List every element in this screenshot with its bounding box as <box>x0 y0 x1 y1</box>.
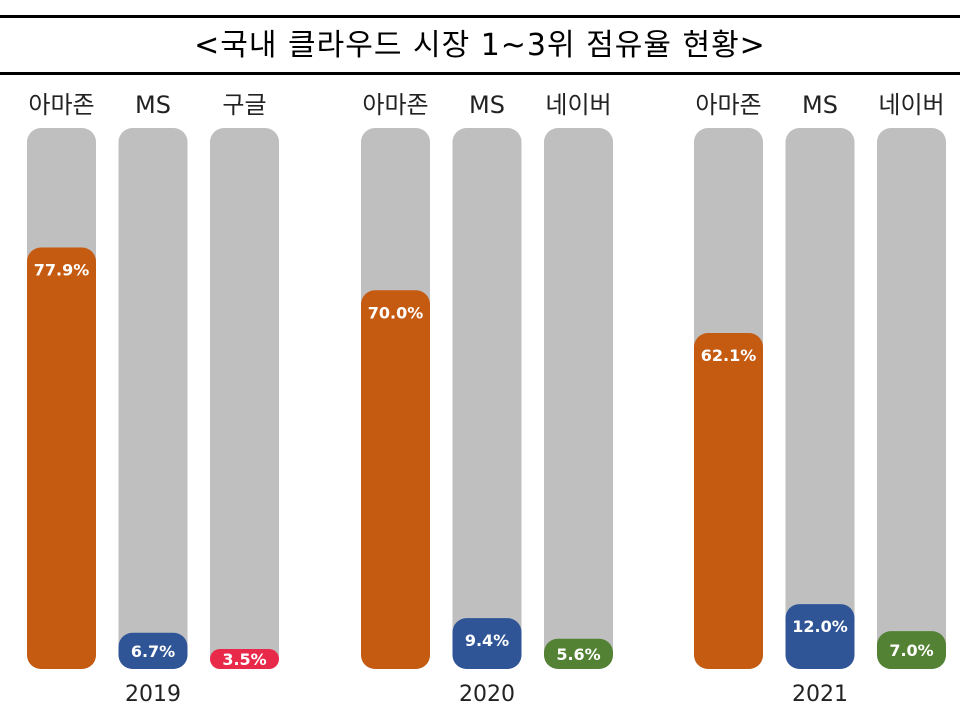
value-label: 77.9% <box>34 261 90 280</box>
chart-title: <국내 클라우드 시장 1~3위 점유율 현황> <box>194 28 766 63</box>
category-label: 아마존 <box>362 91 428 119</box>
category-label: MS <box>469 91 505 119</box>
value-label: 70.0% <box>368 303 424 322</box>
bar <box>27 247 96 669</box>
category-label: MS <box>802 91 838 119</box>
bar <box>118 632 188 669</box>
bar-track <box>118 128 188 669</box>
bar <box>785 604 855 669</box>
category-label: 구글 <box>222 91 266 119</box>
category-label: 아마존 <box>695 91 761 119</box>
bar <box>544 638 613 669</box>
value-label: 6.7% <box>131 642 175 661</box>
bar <box>210 649 279 669</box>
bar <box>361 290 430 669</box>
title-rule <box>0 72 960 75</box>
bar-track <box>210 128 279 669</box>
bar-track <box>785 128 855 669</box>
bar-track <box>544 128 613 669</box>
top-rule <box>0 15 960 18</box>
value-label: 12.0% <box>792 617 848 636</box>
value-label: 62.1% <box>701 346 757 365</box>
value-label: 7.0% <box>889 641 933 660</box>
value-label: 5.6% <box>556 645 600 664</box>
value-label: 3.5% <box>222 650 266 669</box>
category-label: 네이버 <box>545 91 611 119</box>
value-label: 9.4% <box>465 631 509 650</box>
category-label: MS <box>135 91 171 119</box>
bar <box>877 631 946 669</box>
bar-track <box>877 128 946 669</box>
bar <box>452 618 522 669</box>
bar <box>694 333 763 669</box>
year-label: 2020 <box>459 682 515 707</box>
year-label: 2021 <box>792 682 848 707</box>
category-label: 네이버 <box>878 91 944 119</box>
category-label: 아마존 <box>28 91 94 119</box>
bar-track <box>452 128 522 669</box>
year-label: 2019 <box>125 682 181 707</box>
